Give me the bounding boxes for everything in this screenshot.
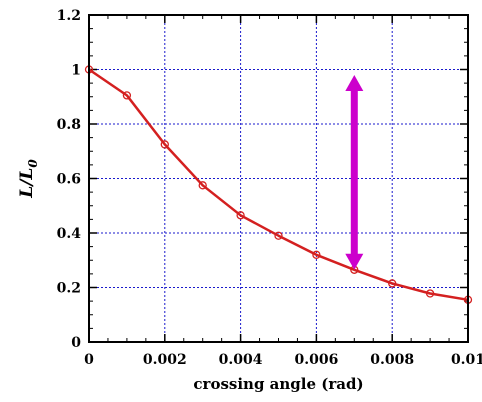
y-tick-label: 0.8	[57, 117, 81, 133]
arrow-head-up	[345, 74, 364, 91]
y-axis-title-main: L/L	[17, 168, 37, 199]
data-point	[388, 279, 397, 288]
y-tick-label: 0.2	[57, 281, 81, 297]
annotations	[345, 74, 364, 270]
x-tick-label: 0.004	[219, 352, 263, 368]
x-tick-label: 0.008	[370, 352, 414, 368]
data-series	[84, 65, 473, 304]
y-tick-label: 0.4	[57, 226, 82, 242]
x-axis-title: crossing angle (rad)	[193, 375, 363, 393]
data-point	[198, 181, 207, 190]
data-point	[160, 140, 169, 149]
y-tick-label: 0	[71, 335, 81, 351]
x-tick-label: 0.002	[143, 352, 187, 368]
y-tick-label: 1.2	[57, 8, 81, 24]
x-tick-label: 0.006	[294, 352, 338, 368]
y-tick-label: 0.6	[57, 172, 81, 188]
data-point	[312, 250, 321, 259]
data-point	[274, 231, 283, 240]
series-line	[88, 68, 469, 302]
grid-lines	[89, 15, 468, 342]
data-point	[236, 211, 245, 220]
x-tick-label: 0.01	[451, 352, 482, 368]
y-axis-title: L/L0	[17, 159, 40, 199]
y-axis-title-subscript: 0	[26, 159, 40, 168]
tick-labels: 0 0.002 0.004 0.006 0.008 0.01 0 0.2 0.4 0.6 0.8 1 1…	[57, 8, 482, 368]
arrow-head-down	[345, 253, 364, 270]
data-point	[122, 91, 132, 100]
plot-frame	[88, 14, 469, 343]
data-point	[425, 289, 435, 298]
x-tick-label: 0	[84, 352, 94, 368]
y-tick-label: 1	[71, 63, 81, 79]
